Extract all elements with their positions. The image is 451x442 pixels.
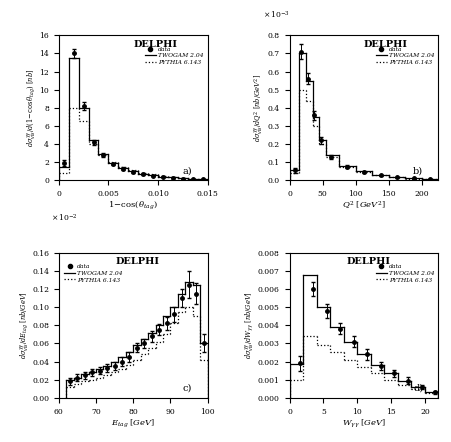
Text: b): b) [412, 166, 422, 175]
X-axis label: $1\!-\!\cos(\theta_{tag})$: $1\!-\!\cos(\theta_{tag})$ [108, 199, 158, 211]
Legend: data, TWOGAM 2.04, PYTHIA 6.143: data, TWOGAM 2.04, PYTHIA 6.143 [373, 262, 436, 285]
X-axis label: $W_{\gamma\gamma}\ [GeV]$: $W_{\gamma\gamma}\ [GeV]$ [341, 417, 385, 429]
Legend: data, TWOGAM 2.04, PYTHIA 6.143: data, TWOGAM 2.04, PYTHIA 6.143 [143, 44, 206, 68]
Y-axis label: $d\sigma_{vis}^{\gamma\gamma}/dE_{tag}\ [nb/GeV]$: $d\sigma_{vis}^{\gamma\gamma}/dE_{tag}\ … [18, 291, 31, 359]
Y-axis label: $d\sigma_{vis}^{\gamma\gamma}/dW_{\gamma\gamma}\ [nb/GeV]$: $d\sigma_{vis}^{\gamma\gamma}/dW_{\gamma… [243, 291, 256, 359]
Text: c): c) [182, 384, 191, 392]
Text: $\times\,10^{-2}$: $\times\,10^{-2}$ [51, 212, 78, 224]
Y-axis label: $d\sigma_{vis}^{\gamma\gamma}/dQ^{2}\ [nb/GeV^{2}]$: $d\sigma_{vis}^{\gamma\gamma}/dQ^{2}\ [n… [253, 74, 266, 142]
Text: d): d) [412, 384, 422, 392]
Legend: data, TWOGAM 2.04, PYTHIA 6.143: data, TWOGAM 2.04, PYTHIA 6.143 [62, 262, 125, 285]
Text: DELPHI: DELPHI [363, 40, 407, 49]
Legend: data, TWOGAM 2.04, PYTHIA 6.143: data, TWOGAM 2.04, PYTHIA 6.143 [373, 44, 436, 68]
Text: $\times\,10^{-3}$: $\times\,10^{-3}$ [262, 10, 289, 21]
Text: DELPHI: DELPHI [345, 257, 389, 266]
Text: DELPHI: DELPHI [133, 40, 177, 49]
Text: DELPHI: DELPHI [115, 257, 159, 266]
X-axis label: $Q^{2}\ [GeV^{2}]$: $Q^{2}\ [GeV^{2}]$ [341, 199, 385, 211]
Y-axis label: $d\sigma_{vis}^{\gamma\gamma}/d(1\!-\!\cos\theta_{tag})\ [nb]$: $d\sigma_{vis}^{\gamma\gamma}/d(1\!-\!\c… [25, 69, 38, 147]
X-axis label: $E_{tag}\ [GeV]$: $E_{tag}\ [GeV]$ [111, 417, 155, 429]
Text: a): a) [182, 166, 192, 175]
